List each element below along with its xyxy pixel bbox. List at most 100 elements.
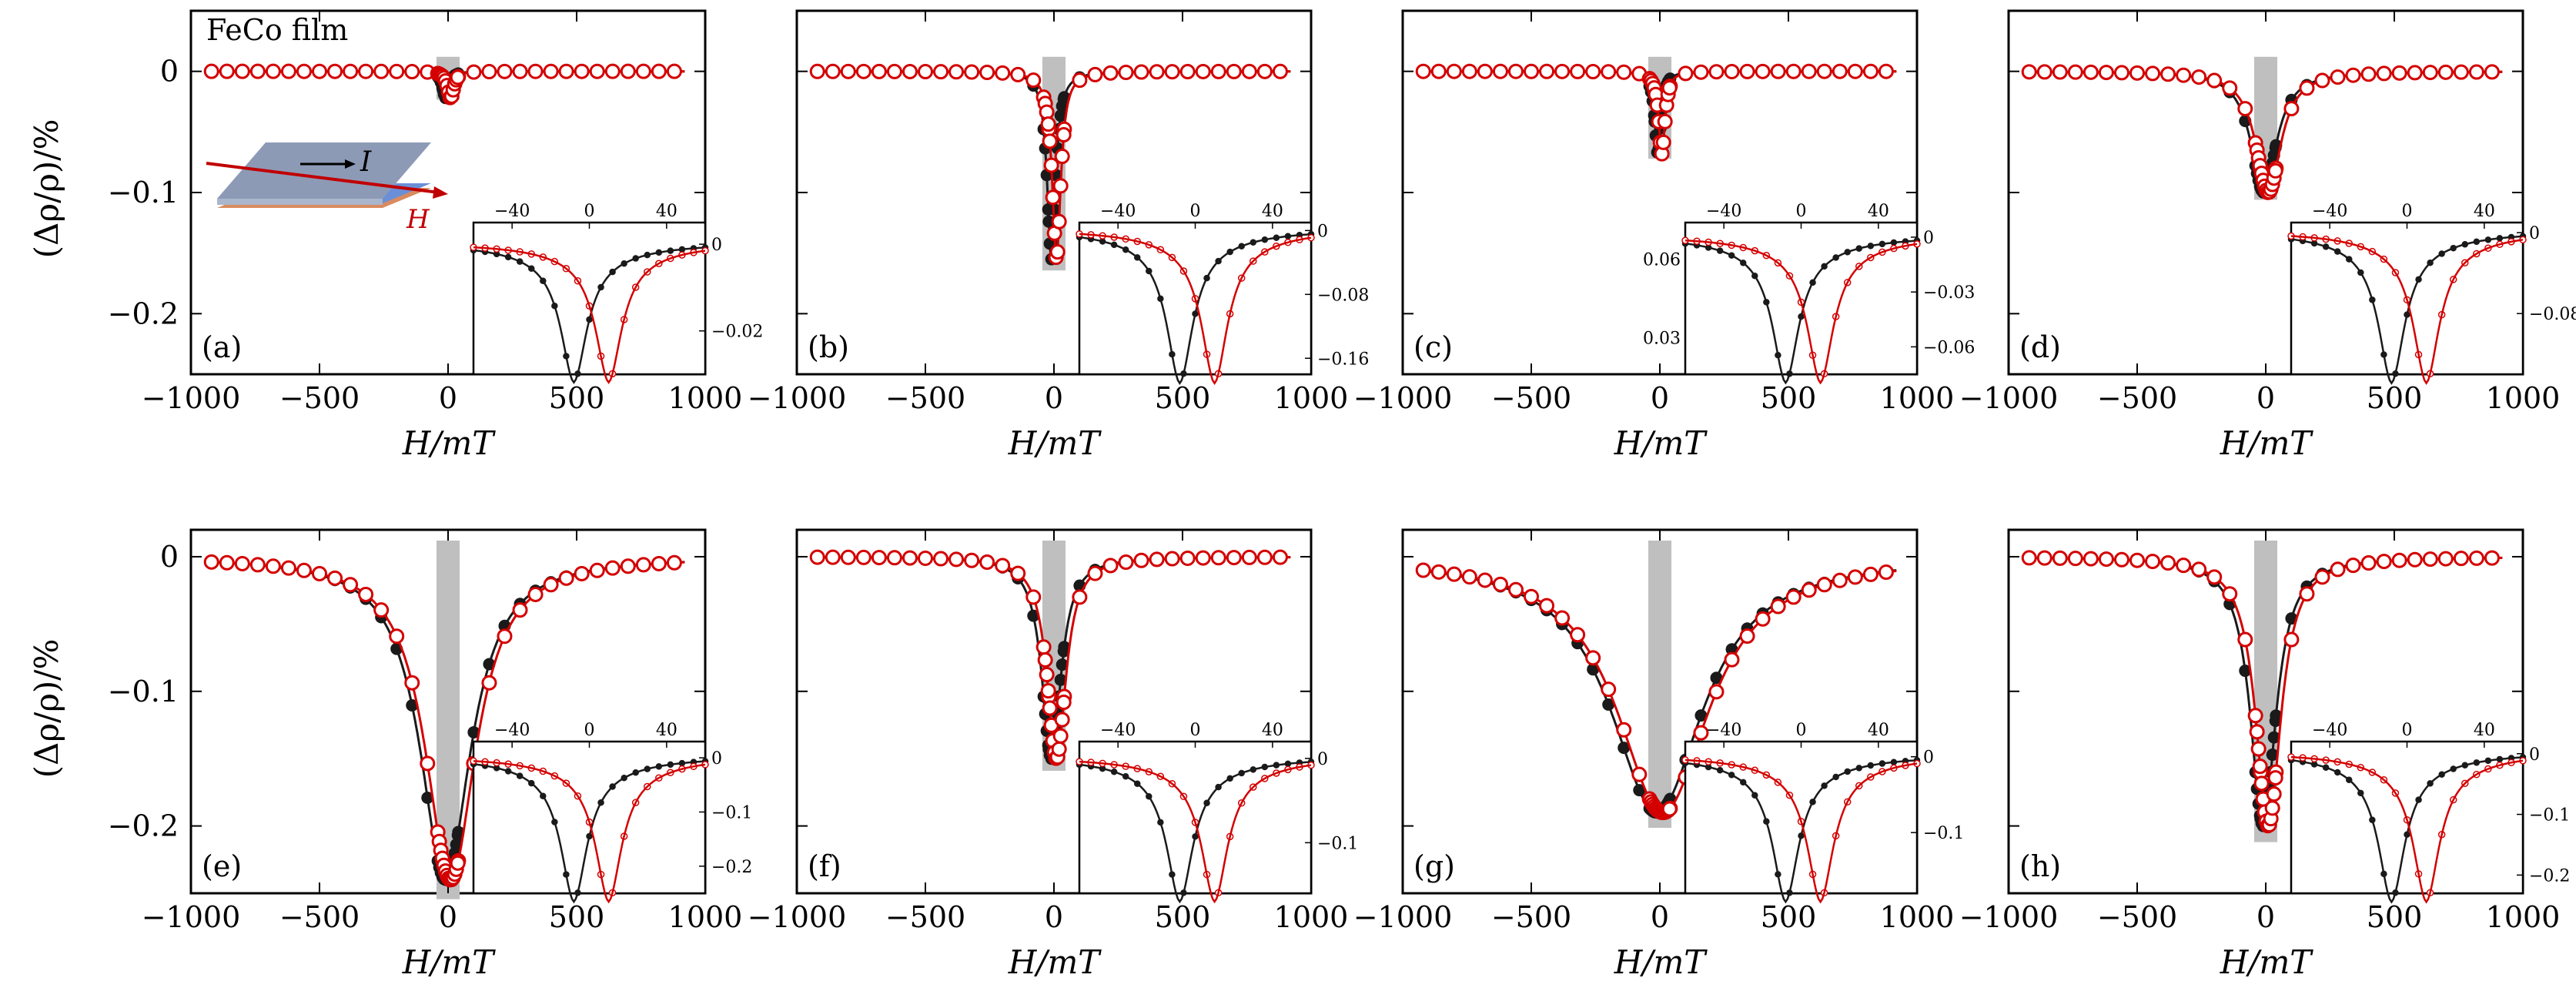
- inset-red-line: [473, 760, 706, 904]
- red-data-point: [2283, 631, 2300, 648]
- black-data-point: [2239, 665, 2252, 678]
- black-data-point: [467, 725, 480, 738]
- red-data-point: [2191, 561, 2207, 578]
- red-data-point: [404, 675, 420, 691]
- red-data-point: [1195, 550, 1211, 566]
- x-tick-label: 1000: [1880, 381, 1955, 415]
- red-data-point: [1708, 64, 1725, 80]
- red-data-point: [651, 555, 667, 571]
- panel-g: −1000 −500 0 500 1000 H/mT (g) −40 0 40 0 −0.1: [1353, 528, 1964, 981]
- red-data-point: [933, 551, 949, 567]
- inset-y-tick-label: 0: [711, 236, 722, 255]
- x-tick-label: −1000: [142, 900, 241, 934]
- red-data-point: [1446, 566, 1462, 582]
- red-data-point: [265, 558, 281, 574]
- red-data-point: [1554, 610, 1571, 626]
- red-data-point: [1755, 611, 1771, 627]
- inset-y-tick-label: −0.16: [1317, 350, 1369, 369]
- inset-y-tick-label: 0: [711, 749, 722, 769]
- red-data-point: [373, 602, 390, 618]
- zoom-region-highlight: [1648, 540, 1672, 829]
- red-data-point: [1025, 589, 1042, 605]
- red-data-point: [1585, 64, 1601, 80]
- red-data-point: [1570, 63, 1586, 79]
- x-tick-label: −500: [2097, 381, 2177, 415]
- x-tick-label: 1000: [1274, 381, 1349, 415]
- inset-black-line: [2290, 756, 2524, 904]
- red-data-point: [512, 63, 528, 79]
- red-data-point: [886, 63, 902, 79]
- red-data-point: [902, 550, 918, 566]
- red-data-point: [389, 628, 405, 645]
- inset-x-tick-label: 0: [1190, 721, 1201, 740]
- red-data-point: [1052, 728, 1069, 744]
- inset-y-tick-label: −0.1: [1317, 834, 1358, 853]
- red-data-point: [2083, 64, 2099, 80]
- red-data-point: [918, 550, 933, 566]
- red-data-point: [1785, 589, 1802, 605]
- red-data-point: [948, 64, 965, 80]
- panel-label: (b): [808, 330, 849, 364]
- inset-red-line: [473, 246, 706, 384]
- inset-y-tick-label: −0.08: [2529, 305, 2576, 324]
- black-data-point: [1057, 92, 1070, 105]
- red-data-point: [635, 557, 651, 573]
- red-data-point: [604, 560, 621, 576]
- red-data-point: [2036, 550, 2052, 566]
- red-data-point: [481, 675, 497, 691]
- x-tick-label: −1000: [748, 900, 847, 934]
- red-data-point: [2160, 66, 2176, 82]
- red-data-point: [2145, 554, 2161, 570]
- red-data-point: [1661, 80, 1678, 96]
- black-data-point: [1587, 663, 1600, 676]
- x-tick-label: −500: [279, 381, 360, 415]
- red-data-point: [1118, 64, 1134, 80]
- red-data-point: [312, 63, 327, 79]
- red-data-point: [219, 63, 235, 79]
- red-data-point: [1847, 63, 1863, 79]
- red-data-point: [2176, 558, 2192, 574]
- inset-black-line: [473, 760, 706, 904]
- red-data-point: [2129, 552, 2145, 568]
- inset-black-line: [2290, 235, 2524, 385]
- x-tick-label: 500: [2367, 900, 2423, 934]
- red-data-point: [1118, 554, 1134, 571]
- red-data-point: [373, 63, 390, 79]
- red-data-point: [1045, 189, 1061, 206]
- red-data-point: [249, 557, 266, 573]
- red-data-point: [574, 565, 590, 581]
- red-data-point: [497, 63, 513, 79]
- x-tick-label: −500: [1491, 381, 1571, 415]
- red-data-point: [1570, 627, 1586, 643]
- red-data-point: [886, 550, 902, 566]
- red-data-point: [666, 63, 682, 79]
- red-data-point: [2267, 162, 2283, 179]
- red-data-point: [918, 64, 933, 80]
- red-data-point: [1601, 681, 1617, 698]
- red-data-point: [527, 63, 544, 79]
- inset-left-tick-label: 0.03: [1643, 330, 1681, 349]
- x-tick-label: −500: [885, 381, 965, 415]
- red-data-point: [2267, 770, 2283, 786]
- red-data-point: [809, 63, 825, 79]
- red-data-point: [1693, 64, 1709, 80]
- red-data-point: [1492, 63, 1508, 79]
- red-data-point: [2083, 551, 2099, 567]
- x-tick-label: 0: [1651, 381, 1669, 415]
- red-data-point: [1878, 564, 1894, 581]
- red-data-point: [964, 552, 980, 568]
- red-data-point: [1724, 63, 1740, 79]
- red-data-point: [1042, 133, 1058, 149]
- x-axis-title: H/mT: [1614, 943, 1708, 981]
- red-data-point: [1040, 683, 1056, 699]
- red-data-point: [2484, 64, 2500, 80]
- red-data-point: [995, 558, 1011, 574]
- red-data-point: [1631, 766, 1648, 782]
- inset-left-tick-label: 0.06: [1643, 250, 1681, 270]
- red-data-point: [1554, 63, 1571, 79]
- red-data-point: [1042, 700, 1058, 716]
- x-tick-label: 0: [1045, 900, 1063, 934]
- red-data-point: [1210, 550, 1226, 566]
- panel-label: (c): [1413, 330, 1453, 364]
